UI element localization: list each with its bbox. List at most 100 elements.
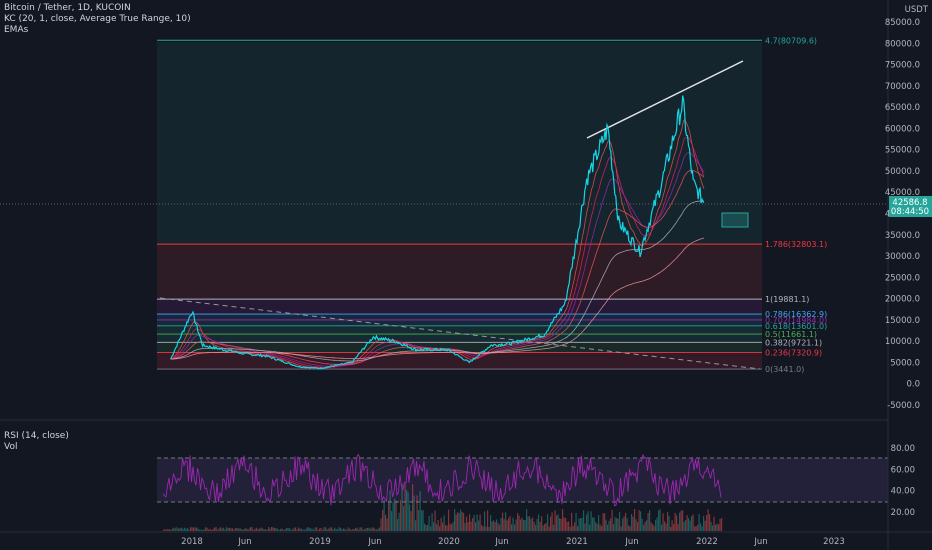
volume-bar	[623, 516, 625, 531]
volume-bar	[670, 527, 672, 531]
time-tick-label: Jun	[753, 537, 767, 547]
volume-bar	[293, 527, 295, 531]
time-tick-label: 2022	[696, 537, 718, 547]
volume-bar	[325, 527, 327, 531]
volume-bar	[512, 517, 514, 531]
volume-bar	[185, 528, 187, 531]
volume-bar	[511, 524, 513, 531]
volume-bar	[524, 519, 526, 531]
volume-bar	[451, 524, 453, 531]
rsi-line	[162, 453, 722, 507]
volume-bar	[274, 528, 276, 531]
volume-bar	[406, 490, 408, 531]
volume-bar	[271, 527, 273, 531]
rsi-axis[interactable]: 80.00 60.00 40.00 20.00	[891, 444, 915, 518]
legend-vol[interactable]: Vol	[4, 442, 18, 452]
volume-bar	[380, 518, 382, 531]
legend-kc[interactable]: KC (20, 1, close, Average True Range, 10…	[4, 14, 191, 24]
target-box	[721, 212, 749, 228]
volume-bar	[646, 520, 648, 531]
volume-bar	[481, 524, 483, 531]
volume-bar	[644, 521, 646, 531]
volume-bar	[485, 526, 487, 531]
volume-bar	[307, 527, 309, 531]
volume-bar	[229, 527, 231, 531]
volume-bar	[499, 524, 501, 531]
price-tick-label: 10000.0	[885, 337, 920, 347]
time-tick-label: 2018	[181, 537, 203, 547]
volume-bar	[236, 527, 238, 531]
volume-bar	[181, 527, 183, 531]
volume-bar	[170, 529, 172, 531]
volume-bar	[550, 516, 552, 531]
volume-bar	[536, 518, 538, 531]
volume-bar	[401, 483, 403, 531]
legend-title[interactable]: Bitcoin / Tether, 1D, KUCOIN	[4, 3, 131, 13]
volume-bar	[595, 522, 597, 531]
volume-bar	[332, 529, 334, 531]
volume-bar	[437, 520, 439, 531]
volume-bar	[344, 528, 346, 531]
volume-bar	[493, 520, 495, 531]
volume-bar	[164, 529, 166, 531]
volume-bar	[256, 527, 258, 531]
volume-bar	[467, 522, 469, 531]
volume-bar	[563, 517, 565, 531]
volume-bar	[473, 515, 475, 531]
volume-bar	[487, 510, 489, 531]
volume-bar	[296, 529, 298, 531]
volume-bar	[302, 529, 304, 531]
volume-bar	[382, 509, 384, 531]
volume-bar	[517, 512, 519, 531]
volume-bar	[416, 495, 418, 531]
volume-bar	[635, 519, 637, 531]
volume-bar	[262, 528, 264, 531]
volume-bar	[656, 517, 658, 531]
volume-bar	[214, 527, 216, 531]
volume-bar	[620, 526, 622, 531]
volume-bar	[391, 511, 393, 531]
volume-bar	[389, 490, 391, 531]
volume-bar	[584, 523, 586, 531]
volume-bar	[562, 509, 564, 531]
volume-bar	[178, 528, 180, 531]
legend-rsi[interactable]: RSI (14, close)	[4, 431, 69, 441]
volume-bar	[317, 529, 319, 531]
volume-bar	[494, 522, 496, 531]
volume-bar	[542, 525, 544, 531]
volume-bar	[197, 528, 199, 531]
volume-bar	[373, 527, 375, 531]
volume-bar	[677, 523, 679, 531]
volume-bar	[464, 523, 466, 531]
volume-bar	[557, 514, 559, 531]
volume-bar	[497, 522, 499, 531]
volume-bar	[452, 522, 454, 531]
volume-bar	[586, 514, 588, 531]
volume-bar	[607, 524, 609, 531]
volume-bar	[298, 527, 300, 531]
volume-bar	[638, 510, 640, 531]
time-axis[interactable]: 2018 Jun 2019 Jun 2020 Jun 2021 Jun 2022 Jun 2023	[181, 537, 845, 547]
fib-level-label: 0(3441.0)	[765, 365, 804, 374]
volume-bar	[260, 527, 262, 531]
price-tick-label: 65000.0	[885, 103, 920, 113]
volume-bar	[505, 512, 507, 531]
volume-bar	[619, 512, 621, 531]
fib-level-label: 0.5(11661.1)	[765, 330, 817, 339]
volume-bar	[710, 521, 712, 531]
volume-bar	[268, 527, 270, 531]
legend-emas[interactable]: EMAs	[4, 25, 29, 35]
volume-bar	[346, 530, 348, 531]
volume-bar	[376, 529, 378, 531]
volume-bar	[235, 527, 237, 531]
volume-bar	[611, 510, 613, 531]
volume-bar	[697, 524, 699, 531]
volume-bar	[301, 528, 303, 531]
volume-bar	[659, 509, 661, 531]
volume-bar	[200, 529, 202, 531]
volume-bar	[394, 498, 396, 531]
volume-bar	[250, 527, 252, 531]
volume-bar	[209, 528, 211, 531]
volume-bar	[244, 528, 246, 531]
